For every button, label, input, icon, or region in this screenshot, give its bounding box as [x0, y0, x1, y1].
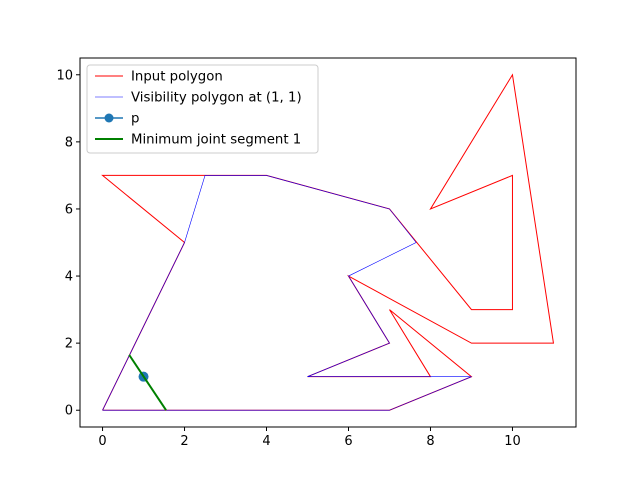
- y-tick-label: 0: [65, 404, 73, 419]
- x-tick-label: 2: [180, 434, 188, 449]
- legend-label: Input polygon: [131, 70, 223, 85]
- legend: Input polygon Visibility polygon at (1, 1…: [86, 64, 319, 154]
- minimum-joint-segment-line: [128, 354, 167, 411]
- y-tick-label: 8: [65, 135, 73, 150]
- legend-marker: [104, 113, 114, 123]
- y-tick-label: 4: [65, 270, 73, 285]
- legend-label: p: [131, 112, 139, 127]
- series-layer: [101, 73, 555, 411]
- x-tick-label: 6: [344, 434, 352, 449]
- legend-entry-minimum-joint-segment: Minimum joint segment 1: [95, 133, 301, 148]
- legend-entry-visibility-polygon: Visibility polygon at (1, 1): [95, 91, 302, 106]
- legend-box: [86, 64, 319, 154]
- axes-frame: [79, 57, 577, 428]
- legend-label: Visibility polygon at (1, 1): [131, 91, 302, 106]
- legend-entry-p: p: [95, 112, 139, 127]
- y-tick-label: 10: [56, 68, 73, 83]
- y-axis-ticks: 0 2 4 6 8 10: [56, 68, 80, 419]
- y-tick-label: 6: [65, 202, 73, 217]
- x-axis-ticks: 0 2 4 6 8 10: [98, 427, 521, 449]
- x-tick-label: 0: [98, 434, 106, 449]
- y-tick-label: 2: [65, 337, 73, 352]
- x-tick-label: 10: [504, 434, 521, 449]
- visibility-polygon-line: [102, 175, 472, 411]
- x-tick-label: 8: [426, 434, 434, 449]
- x-tick-label: 4: [262, 434, 270, 449]
- legend-label: Minimum joint segment 1: [131, 133, 301, 148]
- legend-entry-input-polygon: Input polygon: [95, 70, 223, 85]
